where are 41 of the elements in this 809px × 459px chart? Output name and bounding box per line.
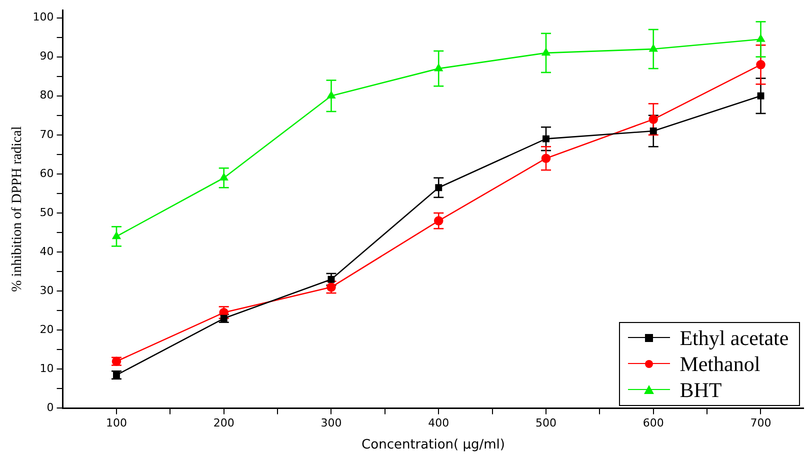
x-tick-label: 400 xyxy=(428,416,450,430)
legend-label: Ethyl acetate xyxy=(680,325,789,352)
x-tick-label: 600 xyxy=(642,416,664,430)
point xyxy=(435,184,442,192)
y-tick-label: 50 xyxy=(40,206,54,219)
point xyxy=(756,34,765,42)
point xyxy=(542,135,550,142)
point xyxy=(756,60,766,70)
x-tick-label: 300 xyxy=(320,416,342,430)
point xyxy=(650,128,657,134)
point xyxy=(648,114,658,124)
y-tick-label: 40 xyxy=(40,244,54,258)
x-tick-label: 200 xyxy=(213,416,234,430)
y-tick-label: 70 xyxy=(40,128,54,141)
x-tick-label: 500 xyxy=(535,416,556,430)
y-tick-label: 10 xyxy=(40,362,54,376)
y-tick-label: 90 xyxy=(40,50,54,63)
point xyxy=(328,276,335,283)
point xyxy=(434,216,444,226)
point xyxy=(220,314,228,322)
x-axis-title: Concentration( µg/ml) xyxy=(362,438,505,453)
x-tick-label: 100 xyxy=(106,416,127,430)
legend-label: BHT xyxy=(680,377,722,404)
point xyxy=(113,372,120,378)
point xyxy=(112,232,121,240)
point xyxy=(757,92,764,100)
point xyxy=(542,48,550,56)
point xyxy=(541,154,551,163)
y-axis-title: % inhibition of DPPH radical xyxy=(10,126,26,292)
y-tick-label: 80 xyxy=(40,88,54,102)
y-tick-label: 30 xyxy=(40,284,54,297)
y-tick-label: 100 xyxy=(32,10,54,24)
point xyxy=(220,173,228,181)
y-tick-label: 20 xyxy=(40,322,54,336)
y-tick-label: 60 xyxy=(40,166,54,180)
point xyxy=(327,91,336,99)
point xyxy=(649,44,658,52)
y-tick-label: 0 xyxy=(46,401,54,414)
x-tick-label: 700 xyxy=(750,416,772,430)
point xyxy=(434,64,443,72)
legend-label: Methanol xyxy=(680,351,760,378)
